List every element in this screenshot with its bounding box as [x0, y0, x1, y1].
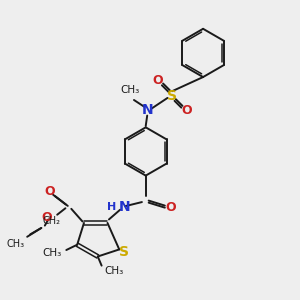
Text: N: N: [141, 103, 153, 117]
Text: O: O: [165, 201, 176, 214]
Text: CH₃: CH₃: [104, 266, 123, 277]
Text: O: O: [42, 211, 52, 224]
Text: CH₂: CH₂: [43, 217, 61, 226]
Text: CH₃: CH₃: [120, 85, 139, 95]
Text: O: O: [152, 74, 163, 87]
Text: S: S: [119, 245, 129, 259]
Text: N: N: [118, 200, 130, 214]
Text: H: H: [107, 202, 116, 212]
Text: S: S: [167, 88, 177, 103]
Text: CH₃: CH₃: [42, 248, 61, 258]
Text: O: O: [45, 185, 56, 198]
Text: O: O: [182, 104, 192, 117]
Text: CH₃: CH₃: [7, 239, 25, 249]
